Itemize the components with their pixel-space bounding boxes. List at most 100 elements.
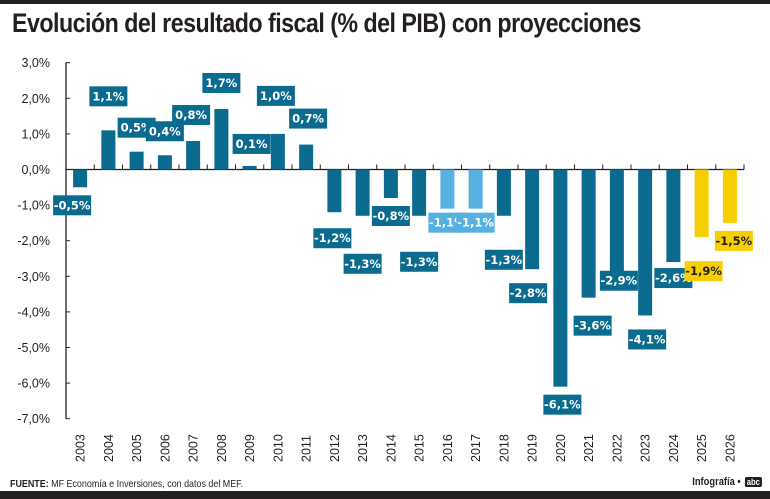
data-label-box [313,228,352,249]
x-tick-label: 2009 [243,434,257,462]
data-label: 1,7% [205,76,237,90]
bar-2010 [270,133,285,170]
x-tick-label: 2013 [356,434,370,462]
source-label: FUENTE: [10,478,49,490]
y-tick-label: 2,0% [22,92,51,106]
data-label: -1,1% [457,216,494,230]
x-tick-label: 2014 [384,434,398,462]
x-tick-label: 2003 [74,434,88,462]
data-label: -3,6% [574,319,611,333]
bar-2007 [186,141,201,170]
bar-2012 [327,169,342,213]
x-tick-label: 2024 [667,434,681,462]
data-label-box [289,108,328,129]
x-tick-label: 2019 [526,434,540,462]
data-label: 0,8% [175,108,207,122]
x-tick-label: 2026 [723,434,737,462]
data-label-box [654,268,693,289]
data-label: -0,5% [54,198,91,212]
data-label: 0,1% [236,137,268,151]
y-tick-label: -4,0% [17,305,50,319]
x-tick-label: 2016 [441,434,455,462]
bar-2017 [468,169,483,209]
bar-2011 [299,144,314,170]
data-label: -0,8% [373,209,410,223]
source-note: FUENTE: MF Economía e Inversiones, con d… [10,478,243,490]
data-label-box [145,121,184,142]
y-tick-label: 3,0% [22,56,51,70]
bar-2021 [581,169,596,298]
data-label: -1,3% [401,255,438,269]
bar-2008 [214,108,229,170]
data-label: -2,8% [510,286,547,300]
data-label-box [628,329,667,350]
data-label-box [53,195,92,216]
data-label-box [509,283,548,304]
y-tick-label: -5,0% [17,341,50,355]
bar-2023 [638,169,653,316]
bar-2018 [496,169,511,216]
x-tick-label: 2008 [215,434,229,462]
data-label: -1,9% [685,264,722,278]
bar-2026 [722,169,737,223]
y-tick-label: -6,0% [17,377,50,391]
data-label: -1,2% [314,231,351,245]
data-label-box [573,315,612,336]
bar-2013 [355,169,370,216]
data-label-box [684,261,723,282]
data-label-box [371,205,410,226]
y-tick-label: 1,0% [22,127,51,141]
data-label-box [89,86,128,107]
data-label: -1,5% [716,234,753,248]
data-label: 1,1% [92,89,124,103]
abc-logo: abc [745,477,762,487]
data-label-box [714,230,753,251]
bar-2022 [609,169,624,273]
data-label: -2,9% [601,274,638,288]
data-label-box [343,253,382,274]
data-label: 1,0% [260,89,292,103]
bar-2024 [666,169,681,263]
bar-2009 [242,165,257,170]
data-label: -4,1% [629,332,666,346]
data-label: 0,4% [149,124,181,138]
bar-2004 [101,130,116,170]
data-label: 0,5% [121,121,153,135]
y-tick-label: -2,0% [17,234,50,248]
top-border [0,0,770,4]
data-label-box [400,251,439,272]
bottom-border [0,491,770,499]
data-label-box [484,249,523,270]
data-label-box [543,394,582,415]
bar-2015 [412,169,427,216]
x-tick-label: 2018 [497,434,511,462]
x-tick-label: 2007 [187,434,201,462]
bar-2014 [383,169,398,198]
credit: Infografía • abc [693,476,762,488]
y-tick-label: 0,0% [22,163,51,177]
data-label-box [172,105,211,126]
data-label: -1,3% [344,257,381,271]
x-tick-label: 2004 [102,434,116,462]
x-tick-label: 2006 [158,434,172,462]
x-tick-label: 2020 [554,434,568,462]
credit-text: Infografía • [692,476,742,488]
x-tick-label: 2015 [413,434,427,462]
data-label: -2,6% [655,271,692,285]
x-tick-label: 2011 [300,435,314,462]
data-label-box [202,72,241,93]
y-tick-label: -7,0% [17,412,50,426]
x-tick-label: 2017 [469,434,483,462]
bar-2020 [553,169,568,387]
x-tick-label: 2021 [582,434,596,462]
data-label: -1,3% [486,253,523,267]
chart-title: Evolución del resultado fiscal (% del PI… [12,8,641,38]
x-tick-label: 2023 [639,434,653,462]
x-tick-label: 2010 [271,434,285,462]
x-tick-label: 2005 [130,434,144,462]
data-label-box [232,133,271,154]
bar-2006 [157,155,172,170]
bar-2025 [694,169,709,238]
data-label-box [599,270,638,291]
